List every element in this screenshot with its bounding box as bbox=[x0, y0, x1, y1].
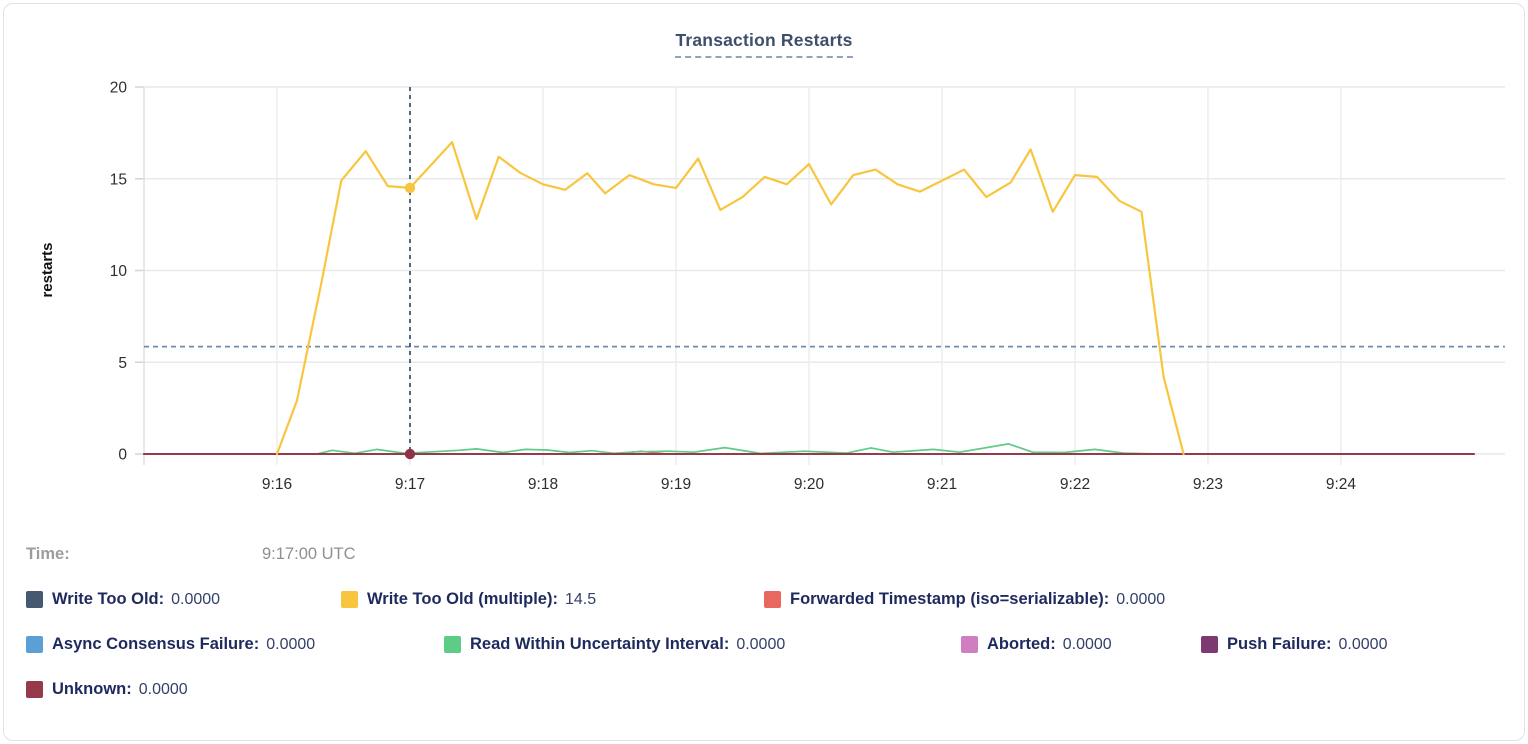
y-tick-label: 10 bbox=[110, 263, 128, 280]
legend-swatch bbox=[26, 636, 43, 653]
legend-swatch bbox=[26, 681, 43, 698]
legend-value: 0.0000 bbox=[736, 635, 786, 653]
y-tick-label: 15 bbox=[110, 171, 127, 188]
legend-item[interactable]: Write Too Old (multiple): 14.5 bbox=[341, 590, 764, 609]
x-tick-label: 9:21 bbox=[927, 476, 957, 493]
legend-item[interactable]: Read Within Uncertainty Interval: 0.0000 bbox=[444, 635, 961, 654]
x-tick-label: 9:23 bbox=[1193, 476, 1223, 493]
legend-label: Forwarded Timestamp (iso=serializable): bbox=[790, 590, 1110, 608]
y-axis-title: restarts bbox=[39, 242, 56, 297]
legend-item[interactable]: Push Failure: 0.0000 bbox=[1201, 635, 1387, 654]
x-tick-label: 9:18 bbox=[528, 476, 558, 493]
x-tick-label: 9:16 bbox=[262, 476, 292, 493]
legend-label: Unknown: bbox=[52, 680, 132, 698]
time-value: 9:17:00 UTC bbox=[262, 545, 356, 563]
x-tick-label: 9:20 bbox=[794, 476, 825, 493]
legend-row-2: Async Consensus Failure: 0.0000 Read Wit… bbox=[26, 635, 1387, 654]
legend-value: 0.0000 bbox=[1062, 635, 1112, 653]
legend-row-3: Unknown: 0.0000 bbox=[26, 680, 188, 699]
legend-swatch bbox=[961, 636, 978, 653]
legend-swatch bbox=[1201, 636, 1218, 653]
line-chart-plot-area[interactable]: 0 5 10 15 20 9:16 9:17 9:18 9:19 9:20 9:21 9:22 9:23… bbox=[4, 4, 1528, 514]
legend-label: Write Too Old (multiple): bbox=[367, 590, 558, 608]
legend-row-1: Write Too Old: 0.0000 Write Too Old (mul… bbox=[26, 590, 1165, 609]
legend-label: Read Within Uncertainty Interval: bbox=[470, 635, 730, 653]
time-label: Time: bbox=[26, 545, 70, 563]
x-tick-label: 9:22 bbox=[1060, 476, 1090, 493]
chart-card: Transaction Restarts 0 5 10 15 20 9:16 9:17 9:1… bbox=[3, 3, 1525, 741]
chart-header: Transaction Restarts bbox=[4, 30, 1524, 58]
y-tick-label: 5 bbox=[118, 355, 127, 372]
legend-swatch bbox=[764, 591, 781, 608]
legend-item[interactable]: Unknown: 0.0000 bbox=[26, 680, 188, 699]
legend-item[interactable]: Write Too Old: 0.0000 bbox=[26, 590, 341, 609]
hover-time-row: Time: 9:17:00 UTC bbox=[26, 545, 1506, 564]
legend-swatch bbox=[341, 591, 358, 608]
y-tick-label: 20 bbox=[110, 80, 128, 97]
x-tick-label: 9:19 bbox=[661, 476, 691, 493]
x-tick-label: 9:17 bbox=[395, 476, 425, 493]
legend-item[interactable]: Async Consensus Failure: 0.0000 bbox=[26, 635, 444, 654]
legend-swatch bbox=[26, 591, 43, 608]
legend-item[interactable]: Aborted: 0.0000 bbox=[961, 635, 1201, 654]
legend-value: 0.0000 bbox=[1338, 635, 1388, 653]
hover-marker-write_too_old_multiple bbox=[404, 182, 416, 194]
legend-value: 0.0000 bbox=[1116, 590, 1166, 608]
legend-value: 0.0000 bbox=[266, 635, 316, 653]
legend-value: 14.5 bbox=[564, 590, 597, 608]
legend-value: 0.0000 bbox=[138, 680, 188, 698]
legend-label: Write Too Old: bbox=[52, 590, 165, 608]
legend-label: Aborted: bbox=[987, 635, 1056, 653]
legend-label: Async Consensus Failure: bbox=[52, 635, 260, 653]
legend-swatch bbox=[444, 636, 461, 653]
chart-title[interactable]: Transaction Restarts bbox=[675, 30, 853, 58]
hover-marker-unknown bbox=[404, 448, 416, 460]
legend-value: 0.0000 bbox=[171, 590, 221, 608]
y-tick-label: 0 bbox=[118, 447, 127, 464]
legend-item[interactable]: Forwarded Timestamp (iso=serializable): … bbox=[764, 590, 1165, 609]
series-line-write_too_old_multiple bbox=[275, 141, 1185, 456]
x-tick-label: 9:24 bbox=[1326, 476, 1357, 493]
legend-label: Push Failure: bbox=[1227, 635, 1332, 653]
